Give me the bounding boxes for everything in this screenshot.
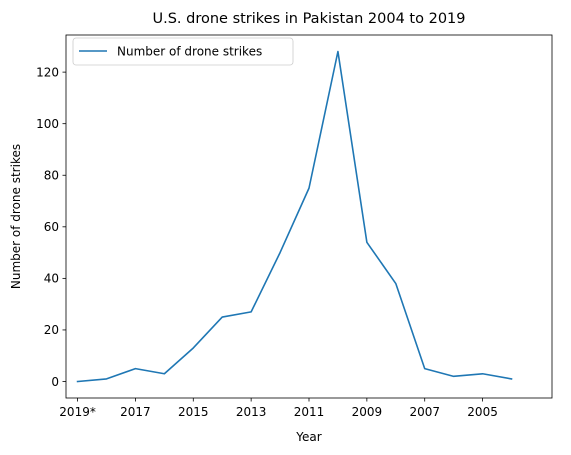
legend-label: Number of drone strikes <box>117 45 262 59</box>
y-tick-label: 80 <box>44 169 59 183</box>
y-axis-title: Number of drone strikes <box>9 144 23 289</box>
y-tick-label: 40 <box>44 272 59 286</box>
legend: Number of drone strikes <box>72 37 294 66</box>
legend-box <box>72 37 294 66</box>
x-tick-label: 2019* <box>59 405 96 419</box>
x-tick-label: 2005 <box>467 405 498 419</box>
x-tick-label: 2009 <box>352 405 383 419</box>
y-tick-label: 0 <box>51 375 59 389</box>
y-tick-label: 20 <box>44 323 59 337</box>
plot-area <box>76 50 513 383</box>
y-tick-label: 60 <box>44 220 59 234</box>
x-tick-label: 2015 <box>178 405 209 419</box>
x-tick-label: 2017 <box>120 405 151 419</box>
series-line <box>76 50 513 383</box>
chart-title: U.S. drone strikes in Pakistan 2004 to 2… <box>152 11 465 27</box>
x-axis-ticks: 2019* 2017 2015 2013 2011 2009 2007 2005 <box>59 398 498 419</box>
plot-frame <box>65 34 553 399</box>
x-tick-label: 2007 <box>409 405 440 419</box>
x-axis-title: Year <box>295 430 321 444</box>
x-tick-label: 2011 <box>294 405 325 419</box>
x-tick-label: 2013 <box>236 405 267 419</box>
y-tick-label: 120 <box>36 65 59 79</box>
y-axis-ticks: 0 20 40 60 80 100 120 <box>36 65 66 389</box>
y-tick-label: 100 <box>36 117 59 131</box>
